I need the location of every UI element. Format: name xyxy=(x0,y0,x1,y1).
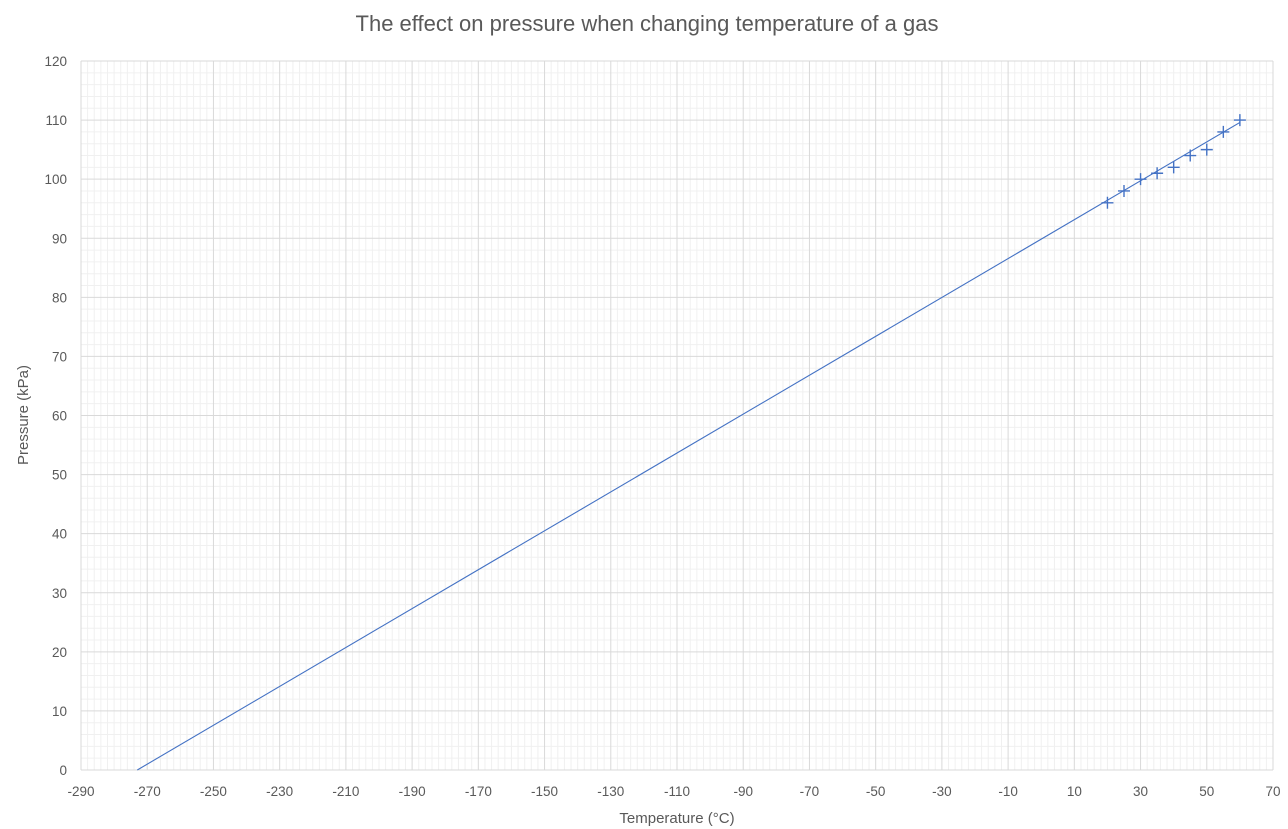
data-point-plus xyxy=(1233,114,1246,127)
y-tick-label: 20 xyxy=(52,645,67,660)
data-points xyxy=(1101,114,1246,209)
y-tick-label: 90 xyxy=(52,231,67,246)
data-point-plus xyxy=(1118,184,1130,197)
x-tick-label: 30 xyxy=(1133,784,1148,799)
y-tick-label: 100 xyxy=(44,172,67,187)
x-tick-label: -170 xyxy=(465,784,492,799)
y-tick-label: 70 xyxy=(52,349,67,364)
x-tick-label: -250 xyxy=(200,784,227,799)
data-point-plus xyxy=(1200,143,1213,156)
x-tick-label: -290 xyxy=(67,784,94,799)
x-axis-title: Temperature (°C) xyxy=(619,810,734,827)
y-tick-label: 10 xyxy=(52,704,67,719)
x-tick-label: 50 xyxy=(1199,784,1214,799)
trendline-layer xyxy=(137,121,1241,771)
data-point-plus xyxy=(1134,173,1147,186)
x-tick-label: -50 xyxy=(866,784,886,799)
x-tick-label: -150 xyxy=(531,784,558,799)
data-point-plus xyxy=(1151,167,1164,180)
x-tick-label: -30 xyxy=(932,784,952,799)
x-tick-label: -90 xyxy=(733,784,753,799)
x-tick-label: -210 xyxy=(332,784,359,799)
major-grid xyxy=(80,60,1274,771)
x-tick-label: -110 xyxy=(664,784,690,799)
y-axis-title: Pressure (kPa) xyxy=(15,365,32,465)
y-tick-label: 40 xyxy=(52,527,67,542)
x-tick-label: 70 xyxy=(1265,784,1280,799)
x-tick-label: -130 xyxy=(597,784,624,799)
y-tick-label: 50 xyxy=(52,468,67,483)
chart-title: The effect on pressure when changing tem… xyxy=(356,11,939,36)
data-point-plus xyxy=(1217,125,1230,138)
trendline xyxy=(137,121,1241,771)
x-tick-label: -10 xyxy=(998,784,1018,799)
x-tick-label: -230 xyxy=(266,784,293,799)
y-tick-label: 80 xyxy=(52,290,67,305)
y-tick-label: 110 xyxy=(45,113,67,128)
x-tick-labels: -290 -270 -250 -230 -210 -190 -170 -150 -130 -110… xyxy=(67,784,1280,799)
y-tick-label: 60 xyxy=(52,409,67,424)
y-tick-labels: 0 10 20 30 40 50 60 70 80 90 100 110 120 xyxy=(44,54,67,778)
data-point-plus xyxy=(1167,161,1180,174)
data-point-plus xyxy=(1101,196,1114,209)
x-tick-label: -190 xyxy=(399,784,426,799)
data-point-plus xyxy=(1184,149,1197,162)
x-tick-label: -70 xyxy=(800,784,820,799)
x-tick-label: 10 xyxy=(1067,784,1082,799)
y-tick-label: 0 xyxy=(59,763,67,778)
y-tick-label: 30 xyxy=(52,586,67,601)
x-tick-label: -270 xyxy=(134,784,161,799)
y-tick-label: 120 xyxy=(44,54,67,69)
